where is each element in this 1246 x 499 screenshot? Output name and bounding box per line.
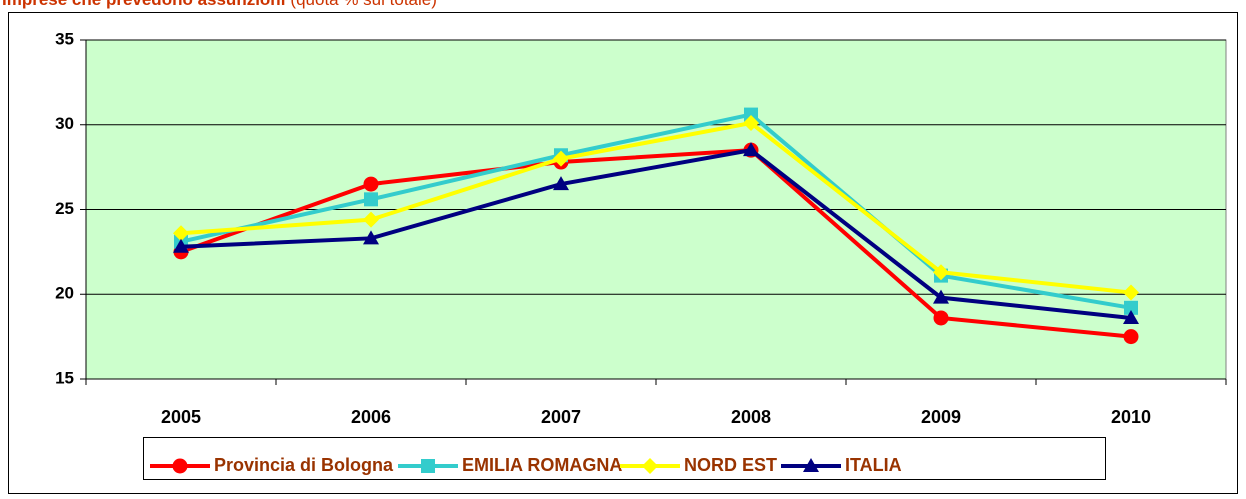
- data-point: [363, 211, 379, 228]
- data-point: [553, 176, 569, 191]
- data-point: [553, 150, 569, 167]
- series-line: [180, 148, 1132, 339]
- legend-label: ITALIA: [845, 455, 902, 475]
- legend-box: [143, 437, 1106, 480]
- data-point: [363, 230, 379, 245]
- legend-marker: [172, 458, 188, 474]
- data-point: [933, 310, 949, 326]
- data-point: [1123, 284, 1139, 301]
- chart-title: Imprese che prevedono assunzioni: [2, 0, 285, 9]
- data-point: [364, 192, 378, 207]
- series-line: [180, 120, 1132, 295]
- data-point: [743, 115, 759, 132]
- legend-marker: [421, 459, 435, 473]
- x-tick-label: 2009: [921, 407, 961, 427]
- legend-label: EMILIA ROMAGNA: [462, 455, 622, 475]
- data-point: [933, 264, 949, 281]
- y-tick-label: 30: [55, 114, 74, 133]
- chart-title-line: Imprese che prevedono assunzioni (quota %…: [2, 0, 437, 9]
- y-tick-label: 35: [55, 29, 74, 48]
- chart-subtitle: (quota % sul totale): [290, 0, 436, 9]
- data-point: [1123, 329, 1139, 345]
- series-line: [180, 112, 1132, 310]
- data-point: [173, 238, 189, 253]
- x-tick-label: 2008: [731, 407, 771, 427]
- x-tick-label: 2007: [541, 407, 581, 427]
- data-point: [363, 176, 379, 192]
- data-point: [1124, 300, 1138, 315]
- x-tick-label: 2006: [351, 407, 391, 427]
- x-tick-label: 2005: [161, 407, 201, 427]
- x-tick-label: 2010: [1111, 407, 1151, 427]
- data-point: [173, 225, 189, 242]
- series-line: [180, 148, 1132, 320]
- legend-label: Provincia di Bologna: [214, 455, 394, 475]
- legend-label: NORD EST: [684, 455, 777, 475]
- data-point: [743, 142, 759, 157]
- data-point: [1123, 309, 1139, 324]
- legend-marker: [803, 458, 819, 472]
- y-tick-label: 20: [55, 284, 74, 303]
- chart-frame: [8, 12, 1238, 494]
- y-tick-label: 25: [55, 199, 74, 218]
- legend-marker: [642, 458, 658, 474]
- y-tick-label: 15: [55, 368, 74, 387]
- data-point: [744, 107, 758, 122]
- data-point: [933, 289, 949, 304]
